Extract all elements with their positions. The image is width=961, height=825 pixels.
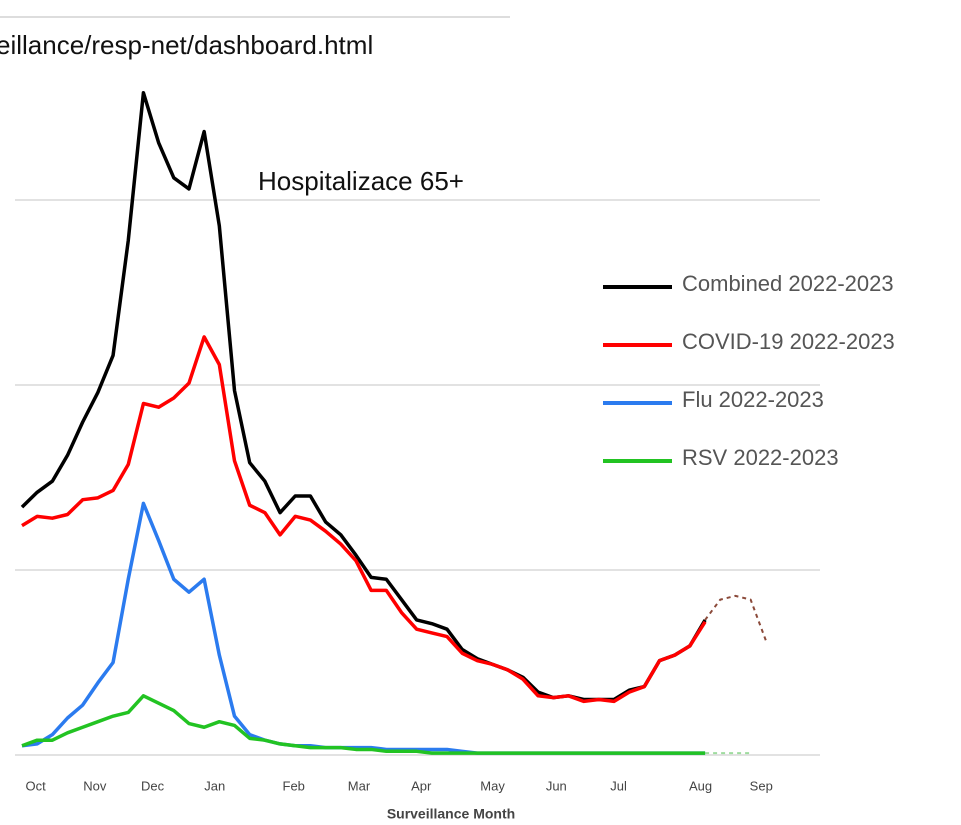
legend-label: Flu 2022-2023 xyxy=(682,387,824,412)
chart-title: Hospitalizace 65+ xyxy=(258,166,464,196)
legend-label: Combined 2022-2023 xyxy=(682,271,894,296)
x-tick-label: Apr xyxy=(411,778,432,793)
x-tick-label: Nov xyxy=(83,778,107,793)
url: eillance/resp-net/dashboard.html xyxy=(0,30,373,60)
series-line xyxy=(21,335,707,704)
x-tick-label: Jul xyxy=(610,778,627,793)
x-axis-title: Surveillance Month xyxy=(387,806,515,822)
x-tick-label: May xyxy=(480,778,505,793)
legend-label: COVID-19 2022-2023 xyxy=(682,329,895,354)
x-tick-label: Aug xyxy=(689,778,712,793)
projection-line xyxy=(704,594,767,641)
x-tick-label: Dec xyxy=(141,778,165,793)
series-line xyxy=(21,694,706,755)
x-tick-label: Sep xyxy=(750,778,773,793)
x-tick-label: Mar xyxy=(348,778,371,793)
legend-label: RSV 2022-2023 xyxy=(682,445,839,470)
x-tick-label: Jan xyxy=(204,778,225,793)
x-tick-label: Oct xyxy=(26,778,47,793)
x-tick-label: Jun xyxy=(546,778,567,793)
series-line xyxy=(21,501,706,755)
x-tick-label: Feb xyxy=(283,778,305,793)
